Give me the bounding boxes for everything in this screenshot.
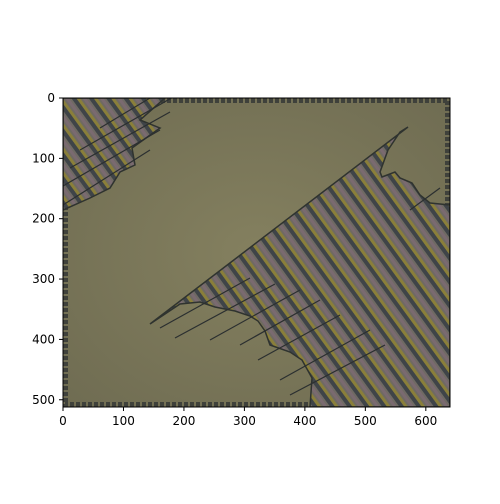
y-axis: 0 100 200 300 400 500 bbox=[32, 91, 63, 407]
x-tick-label: 200 bbox=[172, 414, 195, 428]
image-display bbox=[63, 98, 450, 407]
x-tick-label: 500 bbox=[354, 414, 377, 428]
y-tick-label: 500 bbox=[32, 393, 55, 407]
y-tick-label: 0 bbox=[47, 91, 55, 105]
x-tick-label: 0 bbox=[59, 414, 67, 428]
y-tick-label: 200 bbox=[32, 212, 55, 226]
striped-region-top-left bbox=[63, 98, 167, 211]
y-tick-label: 300 bbox=[32, 272, 55, 286]
x-tick-label: 400 bbox=[293, 414, 316, 428]
x-tick-label: 600 bbox=[414, 414, 437, 428]
y-tick-label: 400 bbox=[32, 332, 55, 346]
x-tick-label: 100 bbox=[112, 414, 135, 428]
plot-frame bbox=[62, 97, 451, 408]
striped-region-main bbox=[149, 126, 450, 407]
x-tick-label: 300 bbox=[233, 414, 256, 428]
x-axis: 0 100 200 300 400 500 600 bbox=[59, 407, 437, 428]
hatch-lines bbox=[63, 98, 441, 396]
y-tick-label: 100 bbox=[32, 151, 55, 165]
